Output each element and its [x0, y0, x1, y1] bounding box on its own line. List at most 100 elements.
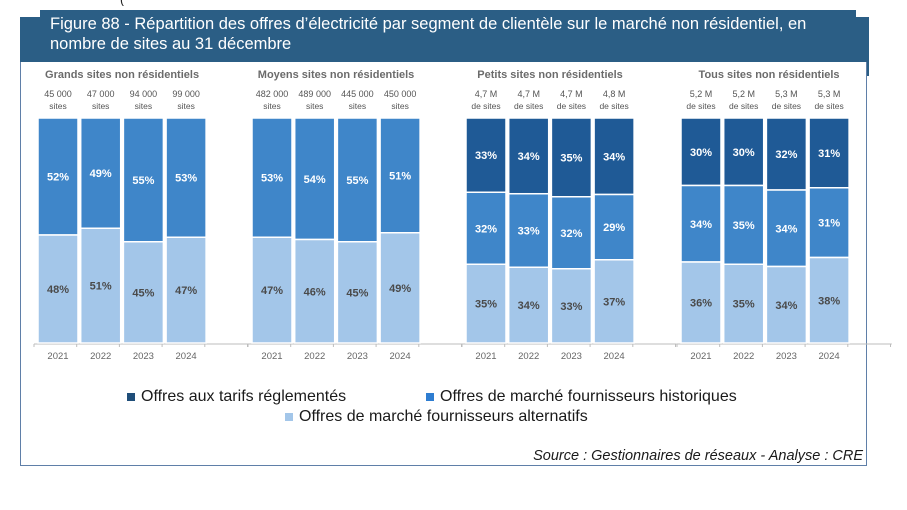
bar-value-label: 53%	[175, 173, 197, 185]
bar-value-label: 55%	[132, 175, 154, 187]
x-tick-label: 2024	[819, 351, 840, 362]
x-tick-label: 2021	[475, 351, 496, 362]
bar-total-unit: de sites	[557, 101, 586, 111]
bar-total-unit: de sites	[729, 101, 758, 111]
bar-segment-alternatifs	[379, 232, 421, 344]
panel-title: Petits sites non résidentiels	[477, 69, 623, 81]
panel-title: Grands sites non résidentiels	[45, 69, 199, 81]
x-tick-label: 2024	[176, 351, 197, 362]
bar-value-label: 54%	[304, 174, 326, 186]
bar-segment-alternatifs	[507, 266, 550, 344]
bar-value-label: 34%	[775, 223, 797, 235]
x-tick-label: 2021	[261, 351, 282, 362]
bar-total-label: 489 000	[298, 89, 331, 99]
bar-total-unit: de sites	[686, 101, 715, 111]
bar-segment-alternatifs	[122, 241, 165, 344]
bar-segment-tarifs-reglementes	[680, 117, 722, 187]
bar-segment-tarifs-reglementes	[808, 117, 850, 189]
bar-segment-tarifs-reglementes	[507, 117, 550, 195]
bar-total-label: 45 000	[44, 89, 72, 99]
x-tick-label: 2022	[304, 351, 325, 362]
bar-total-unit: de sites	[772, 101, 801, 111]
bar-value-label: 52%	[47, 172, 69, 184]
bar-segment-alternatifs	[593, 259, 635, 344]
bar-segment-alternatifs	[550, 268, 593, 344]
bar-segment-historiques	[122, 117, 165, 243]
bar-segment-historiques	[808, 187, 850, 259]
bar-total-label: 445 000	[341, 89, 374, 99]
bar-segment-historiques	[37, 117, 79, 236]
bar-total-label: 482 000	[256, 89, 289, 99]
bar-segment-alternatifs	[79, 227, 122, 344]
bar-total-unit: de sites	[514, 101, 543, 111]
bar-value-label: 55%	[346, 175, 368, 187]
cropped-previous-text: (​	[0, 0, 907, 6]
bar-value-label: 33%	[518, 226, 540, 238]
bar-segment-alternatifs	[808, 256, 850, 344]
bar-total-unit: sites	[306, 101, 323, 111]
bar-total-label: 5,2 M	[732, 89, 755, 99]
bar-total-label: 5,2 M	[690, 89, 713, 99]
bar-segment-historiques	[379, 117, 421, 234]
bar-value-label: 31%	[818, 218, 840, 230]
panel-title: Tous sites non résidentiels	[699, 69, 840, 81]
bar-segment-historiques	[79, 117, 122, 229]
bar-segment-alternatifs	[37, 234, 79, 344]
bar-value-label: 45%	[132, 287, 154, 299]
bar-total-unit: sites	[92, 101, 109, 111]
x-tick-label: 2023	[776, 351, 797, 362]
bar-value-label: 45%	[346, 287, 368, 299]
bar-total-label: 5,3 M	[818, 89, 841, 99]
legend-item-alternatifs: Offres de marché fournisseurs alternatif…	[285, 408, 588, 426]
bar-value-label: 33%	[560, 301, 582, 313]
bar-value-label: 36%	[690, 298, 712, 310]
bar-segment-historiques	[465, 191, 507, 265]
bar-value-label: 34%	[775, 300, 797, 312]
bar-total-unit: de sites	[599, 101, 628, 111]
bar-value-label: 34%	[603, 151, 625, 163]
bar-total-label: 4,7 M	[517, 89, 540, 99]
bar-segment-alternatifs	[293, 238, 336, 344]
panel-title: Moyens sites non résidentiels	[258, 69, 415, 81]
bar-segment-alternatifs	[680, 261, 722, 344]
bar-value-label: 49%	[389, 283, 411, 295]
bar-value-label: 35%	[560, 152, 582, 164]
figure-title: Figure 88 - Répartition des offres d’éle…	[50, 14, 850, 54]
bar-segment-tarifs-reglementes	[550, 117, 593, 198]
x-tick-label: 2022	[518, 351, 539, 362]
bar-value-label: 31%	[818, 148, 840, 160]
bar-value-label: 51%	[90, 281, 112, 293]
bar-segment-tarifs-reglementes	[593, 117, 635, 196]
title-banner-right	[852, 17, 869, 76]
bar-total-label: 450 000	[384, 89, 417, 99]
bar-value-label: 29%	[603, 222, 625, 234]
bar-segment-alternatifs	[251, 236, 293, 344]
bar-value-label: 53%	[261, 173, 283, 185]
bar-total-label: 99 000	[172, 89, 200, 99]
bar-total-label: 47 000	[87, 89, 115, 99]
legend-item-historiques: Offres de marché fournisseurs historique…	[426, 388, 737, 406]
bar-segment-historiques	[165, 117, 207, 238]
bar-value-label: 35%	[733, 220, 755, 232]
x-tick-label: 2022	[733, 351, 754, 362]
bar-value-label: 47%	[175, 285, 197, 297]
x-tick-label: 2024	[604, 351, 625, 362]
bar-segment-historiques	[336, 117, 379, 243]
bar-total-unit: sites	[49, 101, 66, 111]
bar-value-label: 35%	[475, 299, 497, 311]
bar-value-label: 37%	[603, 296, 625, 308]
legend-swatch-light-blue	[285, 413, 293, 421]
bar-segment-alternatifs	[465, 263, 507, 344]
bar-total-unit: sites	[391, 101, 408, 111]
bar-segment-historiques	[722, 184, 765, 265]
bar-segment-tarifs-reglementes	[465, 117, 507, 193]
bar-total-unit: de sites	[814, 101, 843, 111]
bar-segment-historiques	[765, 189, 808, 268]
legend-swatch-dark-blue	[127, 393, 135, 401]
bar-segment-tarifs-reglementes	[765, 117, 808, 191]
bar-total-label: 94 000	[130, 89, 158, 99]
bar-total-label: 4,7 M	[475, 89, 498, 99]
bar-total-unit: sites	[349, 101, 366, 111]
bar-value-label: 34%	[518, 300, 540, 312]
x-tick-label: 2023	[133, 351, 154, 362]
